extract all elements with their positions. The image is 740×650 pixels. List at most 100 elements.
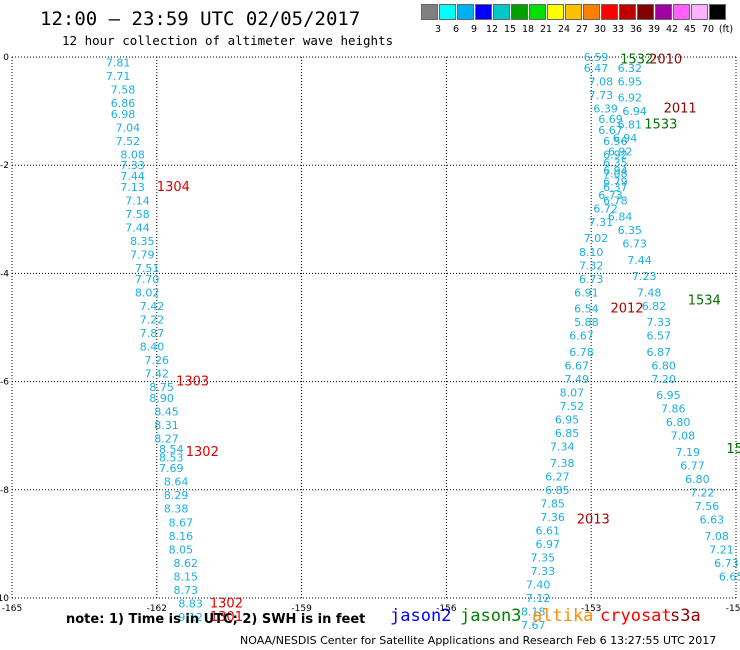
data-point-label: 6.54 [574,303,599,316]
data-point-label: 8.40 [140,340,165,353]
color-scale-label: (ft) [718,24,734,35]
data-point-label: 7.04 [116,121,141,134]
data-point-label: 7.22 [690,487,715,500]
color-scale-label: 36 [629,24,643,35]
color-scale-label: 27 [575,24,589,35]
data-point-label: 6.59 [584,51,609,64]
pass-id-label: 2010 [649,53,682,68]
color-scale-swatch [691,4,708,20]
data-point-label: 6.73 [622,238,647,251]
note-text: note: 1) Time is in UTC; 2) SWH is in fe… [66,612,366,627]
data-point-label: 8.90 [149,392,174,405]
data-point-label: 7.20 [651,373,676,386]
data-point-label: 6.79 [603,175,628,188]
data-point-label: 8.75 [149,381,174,394]
data-point-label: 7.34 [550,441,575,454]
data-point-label: 8.31 [154,419,179,432]
data-point-label: 6.92 [608,146,633,159]
data-point-label: 7.14 [125,194,150,207]
color-scale-label: 15 [503,24,517,35]
color-scale-swatch [547,4,564,20]
y-tick-label: 0 [3,53,9,63]
data-point-label: 7.70 [135,273,160,286]
data-point-label: 5.88 [574,316,599,329]
data-point-label: 6.78 [569,346,594,359]
data-point-label: 8.05 [169,543,194,556]
data-point-label: 7.33 [647,316,672,329]
color-scale-label: 30 [593,24,607,35]
data-point-label: 7.44 [627,254,652,267]
data-point-label: 7.33 [531,565,556,578]
data-point-label: 7.48 [637,286,662,299]
data-point-label: 8.27 [154,432,179,445]
x-tick-label: -156 [436,604,457,614]
data-point-label: 7.40 [526,578,551,591]
data-point-label: 8.64 [164,476,189,489]
data-point-label: 6.47 [584,62,609,75]
color-scale-swatch [439,4,456,20]
data-point-label: 6.94 [622,105,647,118]
data-point-label: 7.36 [540,511,565,524]
data-point-label: 6.78 [603,194,628,207]
color-scale-label: 9 [470,24,478,35]
y-tick-label: -2 [0,161,9,171]
data-point-label: 7.26 [145,354,170,367]
color-scale-swatch [619,4,636,20]
data-point-label: 8.45 [154,405,179,418]
data-point-label: 6.35 [603,156,628,169]
color-scale-swatch [655,4,672,20]
data-point-label: 6.91 [574,286,599,299]
data-point-label: 7.49 [564,373,589,386]
x-tick-label: -150 [726,604,740,614]
data-point-label: 6.85 [545,484,570,497]
data-point-label: 8.38 [164,503,189,516]
color-scale-swatch [421,4,438,20]
data-point-label: 6.27 [545,470,570,483]
legend-jason2: jason2 [390,606,452,626]
x-tick-label: -165 [2,604,22,614]
data-point-label: 6.87 [647,346,672,359]
data-point-label: 7.52 [116,135,141,148]
data-point-label: 8.73 [174,584,199,597]
color-scale-swatch [511,4,528,20]
data-point-label: 6.63 [700,514,725,527]
color-scale-label: 42 [665,24,679,35]
data-point-label: 6.32 [618,62,643,75]
data-point-label: 8.29 [164,489,189,502]
data-point-label: 6.37 [603,181,628,194]
color-scale-label: 24 [557,24,571,35]
x-tick-label: -159 [291,604,312,614]
y-tick-label: -8 [0,486,9,496]
y-tick-label: -6 [0,378,9,388]
data-point-label: 6.95 [618,75,643,88]
data-point-label: 7.44 [120,170,145,183]
data-point-label: 7.52 [560,400,585,413]
data-point-label: 8.16 [169,530,194,543]
pass-id-label: 1301 [210,610,243,625]
data-point-label: 7.35 [531,551,556,564]
color-scale-swatch [475,4,492,20]
color-scale-swatch [529,4,546,20]
data-point-label: 7.42 [140,300,165,313]
color-scale-label: 70 [701,24,715,35]
data-point-label: 6.67 [598,124,623,137]
x-tick-label: -162 [147,604,167,614]
data-point-label: 8.15 [174,570,199,583]
data-point-label: 6.39 [593,102,618,115]
data-point-label: 7.08 [603,167,628,180]
color-scale-swatch [565,4,582,20]
chart-title: 12:00 – 23:59 UTC 02/05/2017 [40,8,361,30]
pass-id-label: 2012 [611,302,644,317]
data-point-label: 8.07 [560,386,585,399]
data-point-label: 7.44 [125,221,150,234]
color-scale-swatch [601,4,618,20]
data-point-label: 7.21 [709,543,734,556]
color-scale-swatch [583,4,600,20]
data-point-label: 7.08 [704,530,729,543]
data-point-label: 6.67 [564,359,589,372]
pass-id-label: 1535 [726,442,740,457]
data-point-label: 7.02 [584,232,609,245]
data-point-label: 7.69 [159,462,184,475]
